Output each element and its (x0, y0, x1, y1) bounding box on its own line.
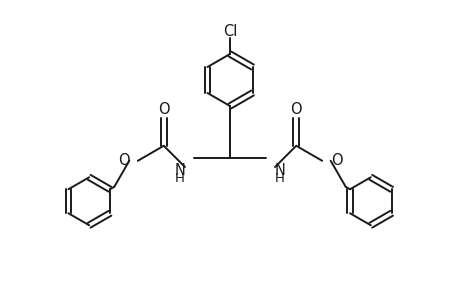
Text: Cl: Cl (222, 23, 237, 38)
Text: O: O (290, 102, 302, 117)
Text: N: N (274, 163, 285, 178)
Text: O: O (157, 102, 169, 117)
Text: N: N (174, 163, 185, 178)
Text: O: O (118, 153, 129, 168)
Text: H: H (274, 172, 284, 184)
Text: H: H (175, 172, 185, 184)
Text: O: O (330, 153, 341, 168)
